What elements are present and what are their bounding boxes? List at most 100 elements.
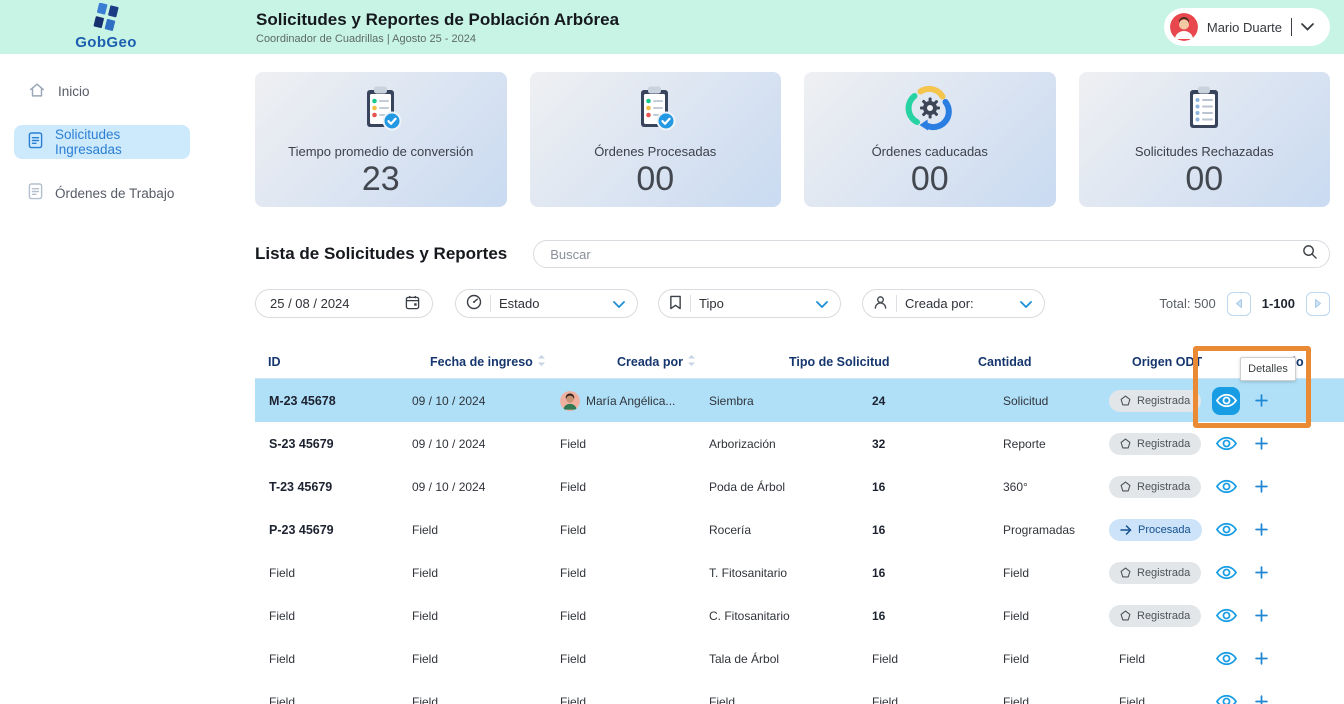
view-details-button[interactable] [1212, 386, 1240, 415]
sidebar-item-inicio[interactable]: Inicio [14, 74, 190, 108]
chevron-down-icon [816, 296, 828, 311]
table-row[interactable]: T-23 45679 09 / 10 / 2024 Field Poda de … [255, 465, 1344, 508]
add-button[interactable] [1255, 523, 1268, 536]
gobgeo-logo[interactable]: GobGeo [0, 2, 212, 51]
cell-tipo: Arborización [709, 436, 776, 451]
pagination: Total: 500 1-100 [1159, 291, 1330, 316]
main-content: Tiempo promedio de conversión 23 Órdene [240, 54, 1344, 704]
table-row[interactable]: Field Field Field Field Field Field Fiel… [255, 680, 1344, 704]
column-header-creada-por[interactable]: Creada por [555, 354, 695, 370]
cell-estado: Registrada [1105, 389, 1210, 412]
add-button[interactable] [1255, 394, 1268, 407]
table-row[interactable]: Field Field Field Tala de Árbol Field Fi… [255, 637, 1344, 680]
user-menu[interactable]: Mario Duarte [1163, 8, 1330, 46]
cell-creada-por: Field [555, 523, 695, 537]
cell-actions [1210, 386, 1344, 415]
cell-estado: Registrada [1105, 432, 1210, 455]
add-button[interactable] [1255, 480, 1268, 493]
divider [690, 295, 691, 312]
estado-text: Field [1119, 651, 1146, 666]
cell-origen-odt: Field [1003, 651, 1030, 666]
cell-estado: Procesada [1105, 518, 1210, 541]
view-details-button[interactable] [1212, 645, 1240, 673]
stat-value: 00 [910, 160, 949, 198]
creada-por-name: Field [560, 694, 587, 704]
stat-value: 00 [636, 160, 675, 198]
prev-page-button[interactable] [1226, 291, 1251, 316]
sidebar-item-ordenes-de-trabajo[interactable]: Órdenes de Trabajo [14, 176, 190, 210]
view-details-button[interactable] [1212, 559, 1240, 587]
cell-fecha: 09 / 10 / 2024 [412, 479, 486, 494]
view-details-button[interactable] [1212, 430, 1240, 458]
table-row[interactable]: Field Field Field T. Fitosanitario 16 Fi… [255, 551, 1344, 594]
creada-por-filter[interactable]: Creada por: [862, 289, 1045, 318]
table-body: M-23 45678 09 / 10 / 2024 María Angélica… [255, 379, 1344, 704]
cell-cantidad: 16 [872, 565, 886, 580]
status-badge: Registrada [1109, 389, 1202, 412]
next-page-button[interactable] [1306, 291, 1330, 316]
cell-fecha: Field [412, 651, 439, 666]
status-text: Registrada [1137, 609, 1191, 622]
stat-value: 23 [361, 160, 400, 198]
sidebar-item-solicitudes-ingresadas[interactable]: Solicitudes Ingresadas [14, 125, 190, 159]
view-details-button[interactable] [1212, 688, 1240, 704]
creada-por-name: Field [560, 608, 587, 623]
cell-actions [1210, 602, 1344, 630]
view-details-button[interactable] [1212, 602, 1240, 630]
stat-value: 00 [1185, 160, 1224, 198]
search-input[interactable] [548, 245, 1302, 263]
column-header-cantidad: Cantidad [978, 355, 1032, 369]
column-header-fecha[interactable]: Fecha de ingreso [395, 354, 555, 370]
document-icon [28, 183, 43, 203]
cell-tipo: C. Fitosanitario [709, 608, 790, 623]
cell-creada-por: Field [555, 609, 695, 623]
status-badge: Registrada [1109, 561, 1202, 584]
cell-tipo: T. Fitosanitario [709, 565, 788, 580]
cell-origen-odt: Field [1003, 565, 1030, 580]
estado-filter[interactable]: Estado [455, 289, 638, 318]
stat-cards: Tiempo promedio de conversión 23 Órdene [255, 72, 1330, 207]
add-button[interactable] [1255, 437, 1268, 450]
tipo-filter[interactable]: Tipo [658, 289, 841, 318]
divider [1291, 18, 1292, 36]
cell-origen-odt: Reporte [1003, 436, 1046, 451]
cell-estado: Field [1105, 695, 1210, 704]
chevron-down-icon [613, 296, 625, 311]
cell-tipo: Poda de Árbol [709, 479, 786, 494]
add-button[interactable] [1255, 695, 1268, 704]
page-title: Solicitudes y Reportes de Población Arbó… [256, 9, 620, 29]
column-header-estado: Estado [1105, 355, 1304, 369]
pentagon-icon [1120, 438, 1131, 449]
table-row[interactable]: M-23 45678 09 / 10 / 2024 María Angélica… [255, 379, 1344, 422]
status-text: Registrada [1137, 437, 1191, 450]
divider [896, 295, 897, 312]
table-row[interactable]: P-23 45679 Field Field Rocería 16 Progra… [255, 508, 1344, 551]
stat-label: Órdenes caducadas [871, 144, 988, 159]
cell-creada-por: Field [555, 652, 695, 666]
status-badge: Registrada [1109, 432, 1202, 455]
search-icon[interactable] [1302, 244, 1317, 264]
add-button[interactable] [1255, 566, 1268, 579]
table-row[interactable]: S-23 45679 09 / 10 / 2024 Field Arboriza… [255, 422, 1344, 465]
cell-creada-por: Field [555, 480, 695, 494]
cell-estado: Registrada [1105, 475, 1210, 498]
search-bar[interactable] [533, 240, 1330, 268]
cell-cantidad: Field [872, 694, 899, 704]
creada-por-name: Field [560, 436, 587, 451]
add-button[interactable] [1255, 652, 1268, 665]
clipboard-check-icon [358, 85, 404, 136]
sidebar-item-label: Órdenes de Trabajo [55, 185, 175, 201]
add-button[interactable] [1255, 609, 1268, 622]
view-details-button[interactable] [1212, 473, 1240, 501]
status-badge: Registrada [1109, 604, 1202, 627]
date-filter[interactable]: 25 / 08 / 2024 [255, 289, 433, 318]
cell-fecha: Field [412, 522, 439, 537]
cell-cantidad: Field [872, 651, 899, 666]
cell-cantidad: 32 [872, 436, 886, 451]
view-details-button[interactable] [1212, 516, 1240, 544]
cell-creada-por: Field [555, 566, 695, 580]
cell-fecha: 09 / 10 / 2024 [412, 436, 486, 451]
cell-estado: Registrada [1105, 561, 1210, 584]
cell-id: M-23 45678 [269, 393, 336, 408]
table-row[interactable]: Field Field Field C. Fitosanitario 16 Fi… [255, 594, 1344, 637]
